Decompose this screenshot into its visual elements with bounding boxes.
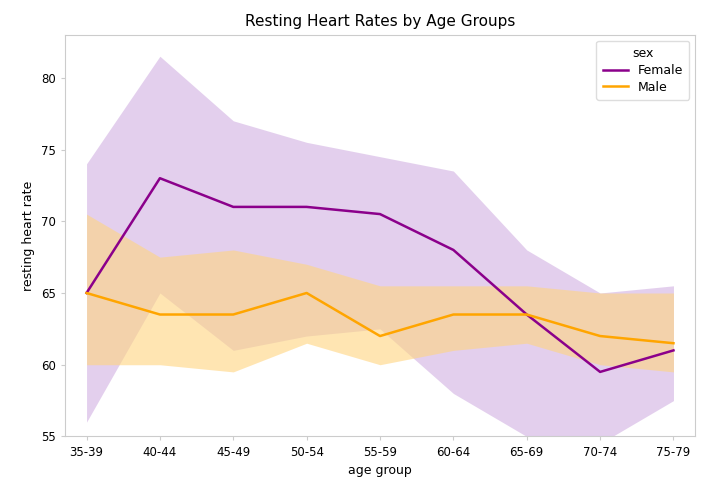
- Legend: Female, Male: Female, Male: [597, 41, 689, 100]
- Male: [82, 290, 91, 296]
- Female: [82, 290, 91, 296]
- Female: [523, 311, 531, 317]
- Male: [376, 333, 384, 339]
- Y-axis label: resting heart rate: resting heart rate: [22, 181, 35, 291]
- Male: [669, 340, 678, 346]
- Female: [156, 175, 164, 181]
- Female: [596, 369, 604, 375]
- Female: [449, 247, 457, 253]
- Title: Resting Heart Rates by Age Groups: Resting Heart Rates by Age Groups: [244, 14, 516, 29]
- X-axis label: age group: age group: [348, 464, 412, 477]
- Male: [596, 333, 604, 339]
- Female: [669, 347, 678, 353]
- Female: [229, 204, 237, 210]
- Female: [303, 204, 311, 210]
- Female: [376, 211, 384, 217]
- Male: [449, 311, 457, 317]
- Male: [523, 311, 531, 317]
- Male: [229, 311, 237, 317]
- Line: Female: Female: [87, 178, 673, 372]
- Male: [156, 311, 164, 317]
- Male: [303, 290, 311, 296]
- Line: Male: Male: [87, 293, 673, 343]
